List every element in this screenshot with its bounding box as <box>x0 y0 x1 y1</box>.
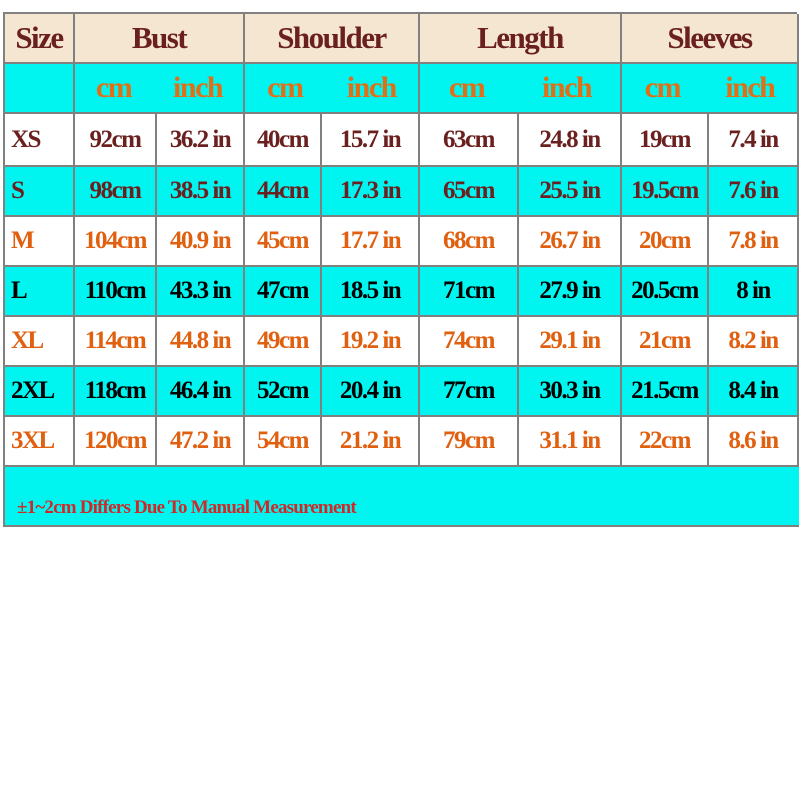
measurement-cell: 27.9 in <box>519 267 622 315</box>
measurement-cell: 19.2 in <box>322 317 420 365</box>
measurement-cell: 7.4 in <box>709 114 799 165</box>
measurement-cell: 20cm <box>622 217 709 265</box>
measurement-cell: 43.3 in <box>157 267 245 315</box>
measurement-cell: 68cm <box>420 217 519 265</box>
unit-inch: inch <box>173 71 224 104</box>
measurement-cell: 47.2 in <box>157 417 245 465</box>
measurement-cell: 118cm <box>75 367 157 415</box>
table-row: L 110cm 43.3 in 47cm 18.5 in 71cm 27.9 in 20.5c… <box>5 267 799 317</box>
unit-inch: inch <box>725 71 776 104</box>
measurement-cell: 77cm <box>420 367 519 415</box>
measurement-cell: 92cm <box>75 114 157 165</box>
table-row: S 98cm 38.5 in 44cm 17.3 in 65cm 25.5 in 19.5cm… <box>5 167 799 217</box>
size-chart-table: Size Bust Shoulder Length Sleeves cm inch cm inc… <box>3 12 799 527</box>
measurement-cell: 38.5 in <box>157 167 245 215</box>
size-cell: S <box>5 167 75 215</box>
measurement-cell: 8.2 in <box>709 317 799 365</box>
header-size: Size <box>5 14 75 62</box>
measurement-cell: 21.2 in <box>322 417 420 465</box>
unit-cm: cm <box>267 71 304 104</box>
measurement-cell: 21cm <box>622 317 709 365</box>
measurement-cell: 40cm <box>245 114 322 165</box>
measurement-cell: 17.3 in <box>322 167 420 215</box>
measurement-cell: 98cm <box>75 167 157 215</box>
table-row: XL 114cm 44.8 in 49cm 19.2 in 74cm 29.1 in 21cm… <box>5 317 799 367</box>
measurement-cell: 8.6 in <box>709 417 799 465</box>
measurement-cell: 7.8 in <box>709 217 799 265</box>
measurement-cell: 54cm <box>245 417 322 465</box>
size-cell: M <box>5 217 75 265</box>
table-row: M 104cm 40.9 in 45cm 17.7 in 68cm 26.7 in 20cm 7… <box>5 217 799 267</box>
footer-note: ±1~2cm Differs Due To Manual Measurement <box>17 497 357 518</box>
size-cell: XS <box>5 114 75 165</box>
header-bust: Bust <box>75 14 245 62</box>
measurement-cell: 49cm <box>245 317 322 365</box>
measurement-cell: 47cm <box>245 267 322 315</box>
measurement-cell: 46.4 in <box>157 367 245 415</box>
measurement-cell: 44.8 in <box>157 317 245 365</box>
header-sleeves: Sleeves <box>622 14 799 62</box>
unit-inch: inch <box>542 71 593 104</box>
measurement-cell: 26.7 in <box>519 217 622 265</box>
measurement-cell: 21.5cm <box>622 367 709 415</box>
measurement-cell: 120cm <box>75 417 157 465</box>
footer-row: ±1~2cm Differs Due To Manual Measurement <box>5 467 799 527</box>
units-row: cm inch cm inch cm inch cm inch <box>5 64 799 114</box>
measurement-cell: 7.6 in <box>709 167 799 215</box>
measurement-cell: 20.5cm <box>622 267 709 315</box>
units-cell: cm inch <box>75 64 245 112</box>
measurement-cell: 22cm <box>622 417 709 465</box>
measurement-cell: 20.4 in <box>322 367 420 415</box>
measurement-cell: 36.2 in <box>157 114 245 165</box>
header-shoulder: Shoulder <box>245 14 420 62</box>
units-cell: cm inch <box>420 64 622 112</box>
measurement-cell: 19cm <box>622 114 709 165</box>
measurement-cell: 30.3 in <box>519 367 622 415</box>
measurement-cell: 18.5 in <box>322 267 420 315</box>
unit-cm: cm <box>95 71 133 104</box>
size-cell: XL <box>5 317 75 365</box>
measurement-cell: 8.4 in <box>709 367 799 415</box>
measurement-cell: 44cm <box>245 167 322 215</box>
table-row: 2XL 118cm 46.4 in 52cm 20.4 in 77cm 30.3 in 21.… <box>5 367 799 417</box>
measurement-cell: 104cm <box>75 217 157 265</box>
size-cell: 2XL <box>5 367 75 415</box>
measurement-cell: 19.5cm <box>622 167 709 215</box>
measurement-cell: 63cm <box>420 114 519 165</box>
measurement-cell: 40.9 in <box>157 217 245 265</box>
measurement-cell: 79cm <box>420 417 519 465</box>
units-cell: cm inch <box>622 64 799 112</box>
unit-pair: cm inch <box>622 71 797 105</box>
units-cell: cm inch <box>245 64 420 112</box>
measurement-cell: 25.5 in <box>519 167 622 215</box>
size-cell: 3XL <box>5 417 75 465</box>
measurement-cell: 8 in <box>709 267 799 315</box>
measurement-cell: 71cm <box>420 267 519 315</box>
measurement-cell: 110cm <box>75 267 157 315</box>
measurement-cell: 24.8 in <box>519 114 622 165</box>
unit-cm: cm <box>448 71 486 104</box>
measurement-cell: 31.1 in <box>519 417 622 465</box>
measurement-cell: 114cm <box>75 317 157 365</box>
unit-inch: inch <box>346 71 398 104</box>
measurement-cell: 52cm <box>245 367 322 415</box>
measurement-cell: 17.7 in <box>322 217 420 265</box>
table-row: XS 92cm 36.2 in 40cm 15.7 in 63cm 24.8 in 19cm 7… <box>5 114 799 167</box>
size-cell: L <box>5 267 75 315</box>
unit-pair: cm inch <box>245 71 418 105</box>
measurement-cell: 15.7 in <box>322 114 420 165</box>
measurement-cell: 74cm <box>420 317 519 365</box>
measurement-cell: 45cm <box>245 217 322 265</box>
header-length: Length <box>420 14 622 62</box>
measurement-cell: 29.1 in <box>519 317 622 365</box>
header-row: Size Bust Shoulder Length Sleeves <box>5 14 799 64</box>
unit-cm: cm <box>644 71 682 104</box>
unit-pair: cm inch <box>75 71 243 105</box>
unit-pair: cm inch <box>420 71 620 105</box>
measurement-cell: 65cm <box>420 167 519 215</box>
units-cell <box>5 64 75 112</box>
table-row: 3XL 120cm 47.2 in 54cm 21.2 in 79cm 31.1 in 22c… <box>5 417 799 467</box>
